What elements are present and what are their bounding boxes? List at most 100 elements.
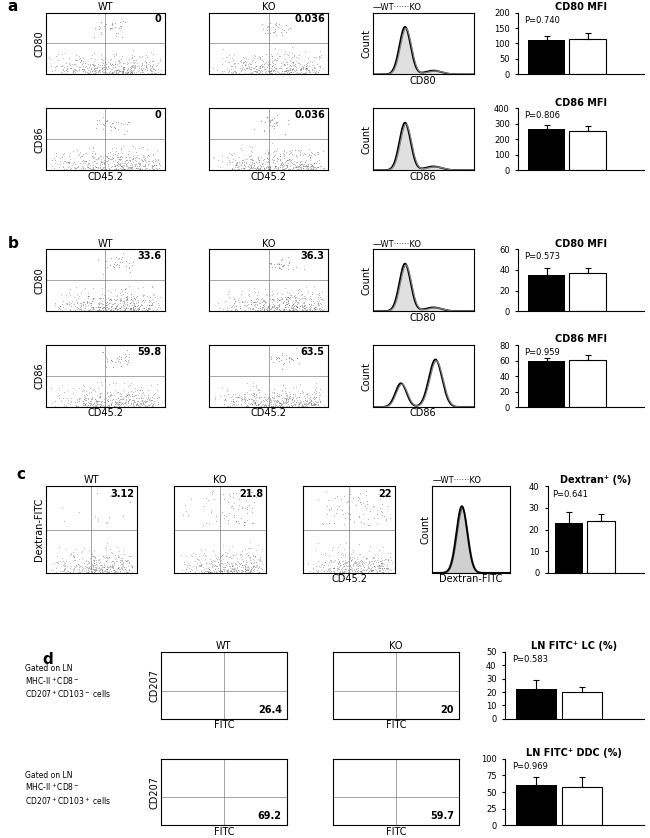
Point <box>266 397 276 411</box>
Point <box>111 395 121 408</box>
Point <box>110 21 120 34</box>
Point <box>309 301 319 314</box>
Point <box>58 556 69 569</box>
Point <box>200 564 211 577</box>
Point <box>80 65 90 78</box>
Point <box>287 55 298 69</box>
Point <box>222 55 233 69</box>
Point <box>278 302 289 315</box>
Point <box>113 391 124 405</box>
Point <box>309 156 319 169</box>
Point <box>134 59 144 73</box>
Point <box>315 302 325 315</box>
Point <box>120 563 131 577</box>
Point <box>262 394 272 407</box>
Point <box>280 395 290 408</box>
Point <box>114 396 124 409</box>
Point <box>365 562 376 576</box>
Point <box>119 384 129 397</box>
Point <box>88 63 98 76</box>
Point <box>131 59 142 73</box>
Point <box>315 395 326 408</box>
Point <box>279 258 289 272</box>
Point <box>150 163 160 176</box>
Point <box>244 392 254 406</box>
Point <box>335 559 346 572</box>
Point <box>260 115 270 128</box>
Point <box>256 394 266 407</box>
Point <box>103 566 113 579</box>
Point <box>222 287 233 301</box>
Point <box>103 292 113 305</box>
Point <box>144 399 155 412</box>
Point <box>59 162 70 175</box>
Point <box>84 158 95 172</box>
Point <box>236 393 246 406</box>
Point <box>313 398 324 411</box>
Point <box>256 115 266 128</box>
Point <box>337 554 348 567</box>
Point <box>266 137 277 150</box>
Point <box>105 152 116 165</box>
Point <box>254 559 264 572</box>
Point <box>318 303 328 317</box>
Point <box>217 504 228 518</box>
Point <box>103 398 113 411</box>
Point <box>229 304 240 318</box>
Point <box>78 304 88 318</box>
Point <box>75 60 85 74</box>
Point <box>270 261 280 274</box>
Point <box>144 398 155 411</box>
Point <box>320 555 330 568</box>
Point <box>100 56 110 70</box>
Point <box>259 391 270 404</box>
Point <box>339 556 349 570</box>
Point <box>123 394 133 407</box>
Point <box>277 400 287 413</box>
Point <box>305 303 315 317</box>
Point <box>296 154 306 168</box>
Point <box>62 297 72 311</box>
Point <box>86 391 97 404</box>
Point <box>112 303 123 317</box>
Point <box>112 163 123 177</box>
Point <box>245 152 255 165</box>
Point <box>227 548 238 561</box>
Point <box>95 566 105 579</box>
Point <box>249 156 259 169</box>
Text: 0: 0 <box>155 111 161 121</box>
Point <box>280 161 291 174</box>
Point <box>383 565 393 578</box>
Point <box>84 289 94 303</box>
Point <box>72 160 82 173</box>
Point <box>146 401 157 414</box>
Point <box>111 565 122 578</box>
Point <box>183 508 193 521</box>
Point <box>286 352 296 365</box>
Point <box>372 503 383 516</box>
Point <box>281 66 292 80</box>
Point <box>58 62 69 75</box>
Point <box>258 298 268 312</box>
Point <box>245 161 255 174</box>
Point <box>90 392 100 406</box>
Point <box>96 61 107 75</box>
Point <box>270 17 281 30</box>
Point <box>124 163 134 177</box>
Point <box>279 152 289 165</box>
Point <box>270 28 281 42</box>
Point <box>70 54 81 67</box>
Text: —WT······KO: —WT······KO <box>372 3 422 12</box>
Point <box>284 163 294 176</box>
Point <box>194 550 204 563</box>
Point <box>128 256 138 269</box>
Point <box>103 303 113 316</box>
Point <box>263 297 274 311</box>
Point <box>84 551 95 565</box>
Point <box>79 155 90 168</box>
Point <box>116 282 126 296</box>
Point <box>88 549 99 562</box>
Point <box>214 552 224 566</box>
Point <box>91 394 101 407</box>
Point <box>81 147 92 160</box>
